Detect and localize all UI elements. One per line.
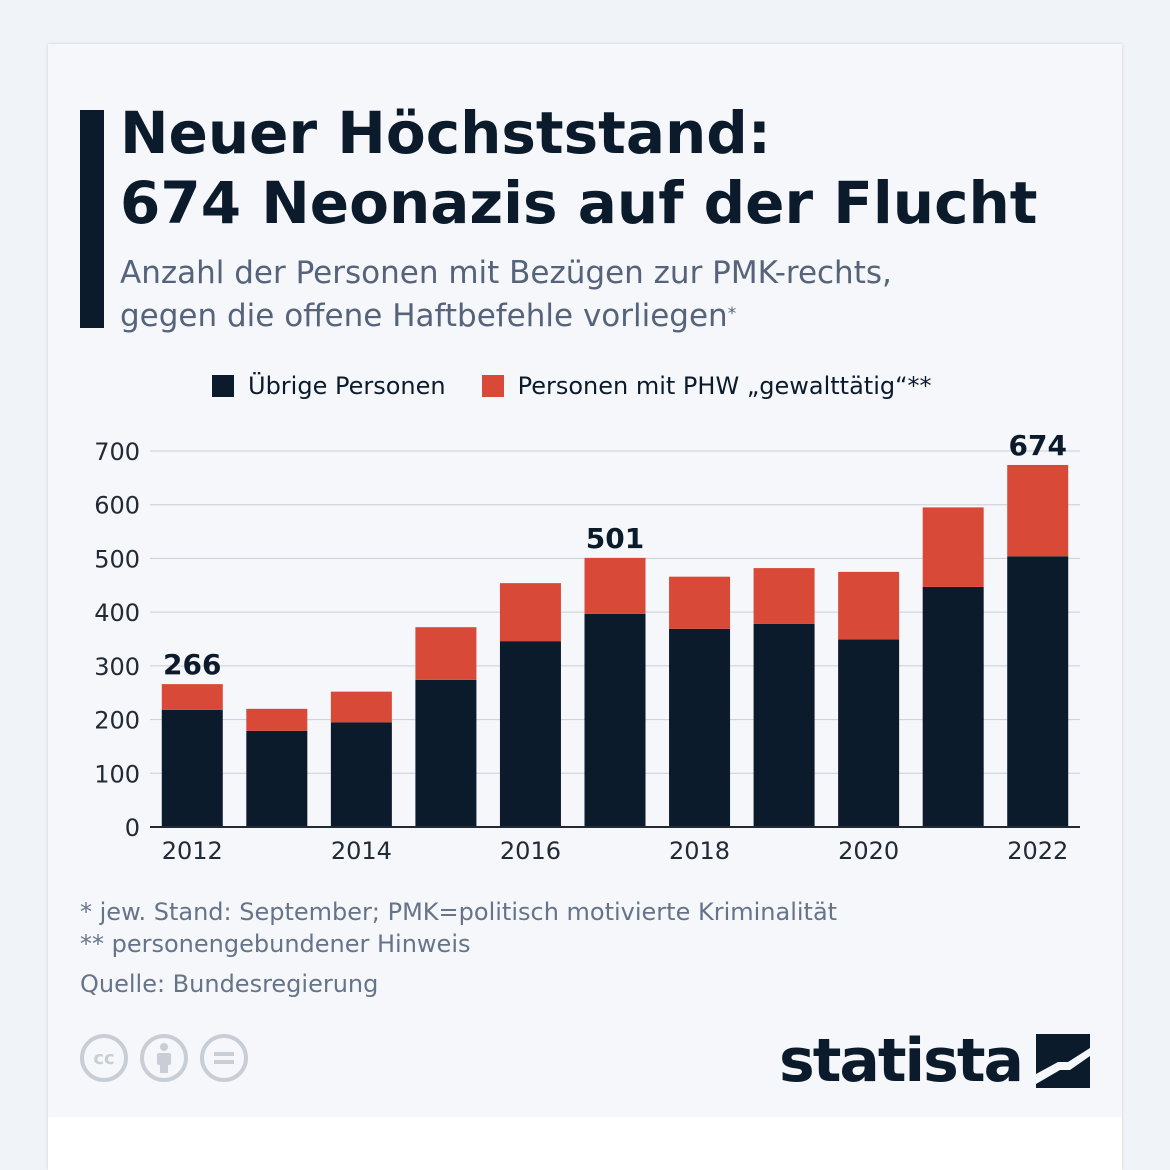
legend-item-violent: Personen mit PHW „gewalttätig“** [481, 372, 932, 400]
x-tick-label: 2018 [669, 837, 730, 865]
y-tick-label: 500 [94, 545, 140, 573]
bar-segment-violent [415, 627, 477, 680]
infographic-card: Neuer Höchststand: 674 Neonazis auf der … [48, 44, 1122, 1170]
subtitle-line-1: Anzahl der Personen mit Bezügen zur PMK-… [120, 255, 892, 291]
y-tick-label: 100 [94, 760, 140, 788]
brand-logo[interactable]: statista [779, 1026, 1090, 1096]
y-tick-label: 200 [94, 707, 140, 735]
x-tick-label: 2020 [838, 837, 899, 865]
y-tick-label: 700 [94, 438, 140, 466]
x-tick-label: 2012 [162, 837, 223, 865]
bar-segment-violent [330, 691, 392, 723]
bar-segment-base [330, 722, 392, 827]
footnotes: * jew. Stand: September; PMK=politisch m… [80, 896, 1080, 1000]
title-line-1: Neuer Höchststand: [120, 99, 771, 167]
bar-segment-base [161, 709, 223, 827]
y-tick-label: 600 [94, 492, 140, 520]
footnote-1: * jew. Stand: September; PMK=politisch m… [80, 898, 838, 926]
bar-segment-violent [246, 708, 308, 731]
chart-legend: Übrige Personen Personen mit PHW „gewalt… [212, 366, 968, 406]
bar-segment-base [584, 613, 646, 827]
bar-segment-base [415, 679, 477, 827]
subtitle: Anzahl der Personen mit Bezügen zur PMK-… [120, 252, 1100, 338]
legend-label-violent: Personen mit PHW „gewalttätig“** [517, 372, 932, 400]
bar-segment-base [246, 730, 308, 827]
title-line-2: 674 Neonazis auf der Flucht [120, 169, 1038, 237]
bar-segment-base [669, 628, 731, 827]
legend-swatch-base [212, 375, 234, 397]
brand-wordmark: statista [778, 1026, 1024, 1096]
y-tick-label: 0 [125, 814, 140, 842]
x-tick-label: 2014 [331, 837, 392, 865]
person-icon [157, 1043, 171, 1073]
data-label: 674 [1009, 429, 1067, 462]
x-tick-label: 2022 [1007, 837, 1068, 865]
card-footer-strip [48, 1117, 1122, 1170]
by-icon[interactable] [140, 1034, 188, 1082]
page-title: Neuer Höchststand: 674 Neonazis auf der … [120, 98, 1100, 238]
cc-icon-label: cc [93, 1047, 115, 1069]
bar-segment-base [838, 639, 900, 827]
license-icons[interactable]: cc [80, 1034, 260, 1082]
cc-icon[interactable]: cc [80, 1034, 128, 1082]
nd-icon[interactable] [200, 1034, 248, 1082]
bar-segment-base [753, 623, 815, 827]
subtitle-line-2-text: gegen die offene Haftbefehle vorliegen [120, 298, 728, 334]
y-tick-label: 300 [94, 653, 140, 681]
footnote-2: ** personengebundener Hinweis [80, 930, 471, 958]
subtitle-footnote-mark: * [727, 304, 737, 324]
bar-chart: 0 100 200 300 400 500 600 700 2012 266 2014 2016 501… [94, 429, 1080, 865]
title-accent-bar [80, 110, 104, 328]
data-label: 501 [586, 522, 644, 555]
bar-segment-violent [499, 583, 561, 642]
y-tick-label: 400 [94, 599, 140, 627]
x-tick-label: 2016 [500, 837, 561, 865]
equals-icon [214, 1052, 234, 1064]
bar-segment-violent [838, 571, 900, 640]
statista-logo-icon [1036, 1034, 1090, 1088]
legend-label-base: Übrige Personen [248, 372, 446, 400]
bar-segment-violent [753, 568, 815, 624]
bar-segment-base [922, 586, 984, 827]
legend-swatch-violent [481, 375, 504, 397]
bar-segment-violent [1007, 464, 1069, 557]
subtitle-line-2: gegen die offene Haftbefehle vorliegen* [120, 295, 1100, 338]
source-note: Quelle: Bundesregierung [80, 970, 379, 998]
legend-item-base: Übrige Personen [212, 372, 446, 400]
bar-segment-violent [922, 507, 984, 587]
data-label: 266 [163, 648, 221, 681]
bar-segment-violent [584, 557, 646, 614]
bar-segment-violent [669, 576, 731, 629]
bar-segment-base [1007, 556, 1069, 827]
bar-segment-base [499, 641, 561, 827]
bar-segment-violent [161, 684, 223, 710]
